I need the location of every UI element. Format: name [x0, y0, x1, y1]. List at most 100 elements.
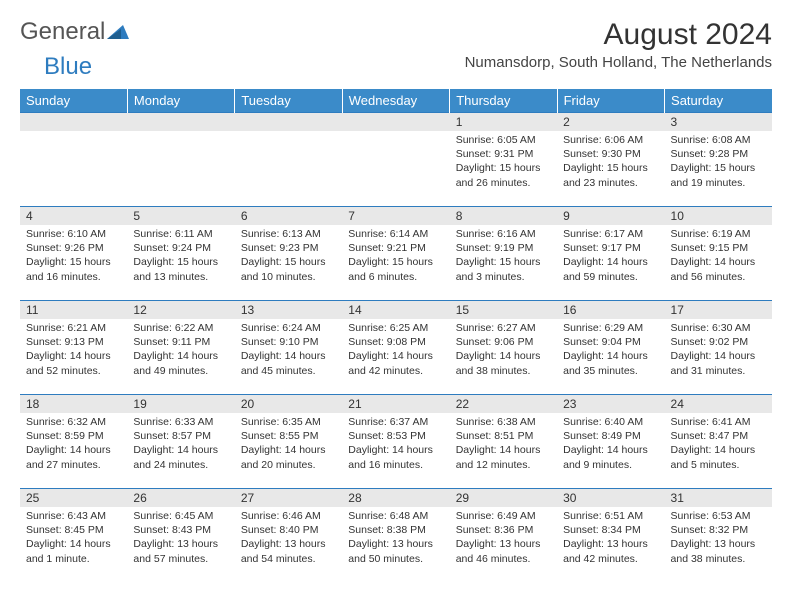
calendar-week-row: 18Sunrise: 6:32 AMSunset: 8:59 PMDayligh…	[20, 395, 772, 489]
weekday-header: Wednesday	[342, 89, 449, 113]
calendar-cell: 30Sunrise: 6:51 AMSunset: 8:34 PMDayligh…	[557, 489, 664, 583]
day-sunset: Sunset: 8:47 PM	[671, 429, 766, 443]
day-details: Sunrise: 6:06 AMSunset: 9:30 PMDaylight:…	[557, 131, 664, 194]
location: Numansdorp, South Holland, The Netherlan…	[465, 54, 772, 71]
calendar-cell: 11Sunrise: 6:21 AMSunset: 9:13 PMDayligh…	[20, 301, 127, 395]
day-sunset: Sunset: 9:23 PM	[241, 241, 336, 255]
day-number	[342, 113, 449, 131]
day-daylight: Daylight: 14 hours and 35 minutes.	[563, 349, 658, 377]
day-daylight: Daylight: 14 hours and 12 minutes.	[456, 443, 551, 471]
day-sunrise: Sunrise: 6:10 AM	[26, 227, 121, 241]
day-sunrise: Sunrise: 6:40 AM	[563, 415, 658, 429]
calendar-cell: 12Sunrise: 6:22 AMSunset: 9:11 PMDayligh…	[127, 301, 234, 395]
day-number: 19	[127, 395, 234, 413]
day-sunrise: Sunrise: 6:19 AM	[671, 227, 766, 241]
weekday-header: Thursday	[450, 89, 557, 113]
day-sunset: Sunset: 8:40 PM	[241, 523, 336, 537]
day-number	[235, 113, 342, 131]
weekday-header: Saturday	[665, 89, 772, 113]
day-details: Sunrise: 6:30 AMSunset: 9:02 PMDaylight:…	[665, 319, 772, 382]
day-sunset: Sunset: 8:32 PM	[671, 523, 766, 537]
day-daylight: Daylight: 15 hours and 16 minutes.	[26, 255, 121, 283]
day-daylight: Daylight: 15 hours and 23 minutes.	[563, 161, 658, 189]
day-daylight: Daylight: 14 hours and 9 minutes.	[563, 443, 658, 471]
day-daylight: Daylight: 13 hours and 38 minutes.	[671, 537, 766, 565]
calendar-cell: 16Sunrise: 6:29 AMSunset: 9:04 PMDayligh…	[557, 301, 664, 395]
calendar-cell: 29Sunrise: 6:49 AMSunset: 8:36 PMDayligh…	[450, 489, 557, 583]
day-sunset: Sunset: 9:19 PM	[456, 241, 551, 255]
day-details: Sunrise: 6:49 AMSunset: 8:36 PMDaylight:…	[450, 507, 557, 570]
day-number: 22	[450, 395, 557, 413]
day-number: 15	[450, 301, 557, 319]
day-number: 9	[557, 207, 664, 225]
day-number: 4	[20, 207, 127, 225]
day-sunrise: Sunrise: 6:37 AM	[348, 415, 443, 429]
day-number: 13	[235, 301, 342, 319]
day-sunset: Sunset: 9:15 PM	[671, 241, 766, 255]
day-sunrise: Sunrise: 6:45 AM	[133, 509, 228, 523]
day-sunset: Sunset: 8:49 PM	[563, 429, 658, 443]
day-sunrise: Sunrise: 6:41 AM	[671, 415, 766, 429]
day-daylight: Daylight: 13 hours and 57 minutes.	[133, 537, 228, 565]
day-sunset: Sunset: 9:24 PM	[133, 241, 228, 255]
day-sunrise: Sunrise: 6:46 AM	[241, 509, 336, 523]
day-sunrise: Sunrise: 6:14 AM	[348, 227, 443, 241]
day-daylight: Daylight: 15 hours and 26 minutes.	[456, 161, 551, 189]
day-details: Sunrise: 6:25 AMSunset: 9:08 PMDaylight:…	[342, 319, 449, 382]
day-daylight: Daylight: 15 hours and 13 minutes.	[133, 255, 228, 283]
calendar-week-row: 4Sunrise: 6:10 AMSunset: 9:26 PMDaylight…	[20, 207, 772, 301]
day-daylight: Daylight: 14 hours and 16 minutes.	[348, 443, 443, 471]
day-number: 3	[665, 113, 772, 131]
day-number: 20	[235, 395, 342, 413]
day-number: 18	[20, 395, 127, 413]
day-sunset: Sunset: 9:21 PM	[348, 241, 443, 255]
title-block: August 2024 Numansdorp, South Holland, T…	[465, 18, 772, 71]
weekday-header: Monday	[127, 89, 234, 113]
brand-logo: General	[20, 18, 131, 46]
calendar-cell: 17Sunrise: 6:30 AMSunset: 9:02 PMDayligh…	[665, 301, 772, 395]
day-details: Sunrise: 6:45 AMSunset: 8:43 PMDaylight:…	[127, 507, 234, 570]
day-sunrise: Sunrise: 6:38 AM	[456, 415, 551, 429]
day-sunrise: Sunrise: 6:06 AM	[563, 133, 658, 147]
day-details: Sunrise: 6:32 AMSunset: 8:59 PMDaylight:…	[20, 413, 127, 476]
day-daylight: Daylight: 14 hours and 20 minutes.	[241, 443, 336, 471]
day-sunset: Sunset: 9:11 PM	[133, 335, 228, 349]
day-sunrise: Sunrise: 6:22 AM	[133, 321, 228, 335]
day-sunrise: Sunrise: 6:13 AM	[241, 227, 336, 241]
day-details: Sunrise: 6:38 AMSunset: 8:51 PMDaylight:…	[450, 413, 557, 476]
day-sunset: Sunset: 8:57 PM	[133, 429, 228, 443]
day-number	[127, 113, 234, 131]
calendar-cell: 24Sunrise: 6:41 AMSunset: 8:47 PMDayligh…	[665, 395, 772, 489]
weekday-header: Sunday	[20, 89, 127, 113]
day-details: Sunrise: 6:05 AMSunset: 9:31 PMDaylight:…	[450, 131, 557, 194]
day-sunrise: Sunrise: 6:51 AM	[563, 509, 658, 523]
day-daylight: Daylight: 15 hours and 19 minutes.	[671, 161, 766, 189]
day-details: Sunrise: 6:16 AMSunset: 9:19 PMDaylight:…	[450, 225, 557, 288]
day-number: 25	[20, 489, 127, 507]
calendar-cell	[342, 113, 449, 207]
day-number: 24	[665, 395, 772, 413]
calendar-cell: 25Sunrise: 6:43 AMSunset: 8:45 PMDayligh…	[20, 489, 127, 583]
day-details: Sunrise: 6:11 AMSunset: 9:24 PMDaylight:…	[127, 225, 234, 288]
day-number: 11	[20, 301, 127, 319]
day-sunrise: Sunrise: 6:25 AM	[348, 321, 443, 335]
day-sunrise: Sunrise: 6:29 AM	[563, 321, 658, 335]
calendar-cell: 8Sunrise: 6:16 AMSunset: 9:19 PMDaylight…	[450, 207, 557, 301]
calendar-cell: 7Sunrise: 6:14 AMSunset: 9:21 PMDaylight…	[342, 207, 449, 301]
day-sunset: Sunset: 8:53 PM	[348, 429, 443, 443]
day-number: 10	[665, 207, 772, 225]
day-sunrise: Sunrise: 6:53 AM	[671, 509, 766, 523]
day-sunset: Sunset: 9:30 PM	[563, 147, 658, 161]
calendar-cell: 6Sunrise: 6:13 AMSunset: 9:23 PMDaylight…	[235, 207, 342, 301]
weekday-header: Tuesday	[235, 89, 342, 113]
calendar-cell: 31Sunrise: 6:53 AMSunset: 8:32 PMDayligh…	[665, 489, 772, 583]
day-sunset: Sunset: 9:04 PM	[563, 335, 658, 349]
day-sunrise: Sunrise: 6:43 AM	[26, 509, 121, 523]
day-details: Sunrise: 6:14 AMSunset: 9:21 PMDaylight:…	[342, 225, 449, 288]
day-details: Sunrise: 6:51 AMSunset: 8:34 PMDaylight:…	[557, 507, 664, 570]
day-number	[20, 113, 127, 131]
brand-triangle-icon	[107, 18, 129, 46]
day-daylight: Daylight: 14 hours and 49 minutes.	[133, 349, 228, 377]
calendar-cell: 19Sunrise: 6:33 AMSunset: 8:57 PMDayligh…	[127, 395, 234, 489]
day-sunrise: Sunrise: 6:32 AM	[26, 415, 121, 429]
